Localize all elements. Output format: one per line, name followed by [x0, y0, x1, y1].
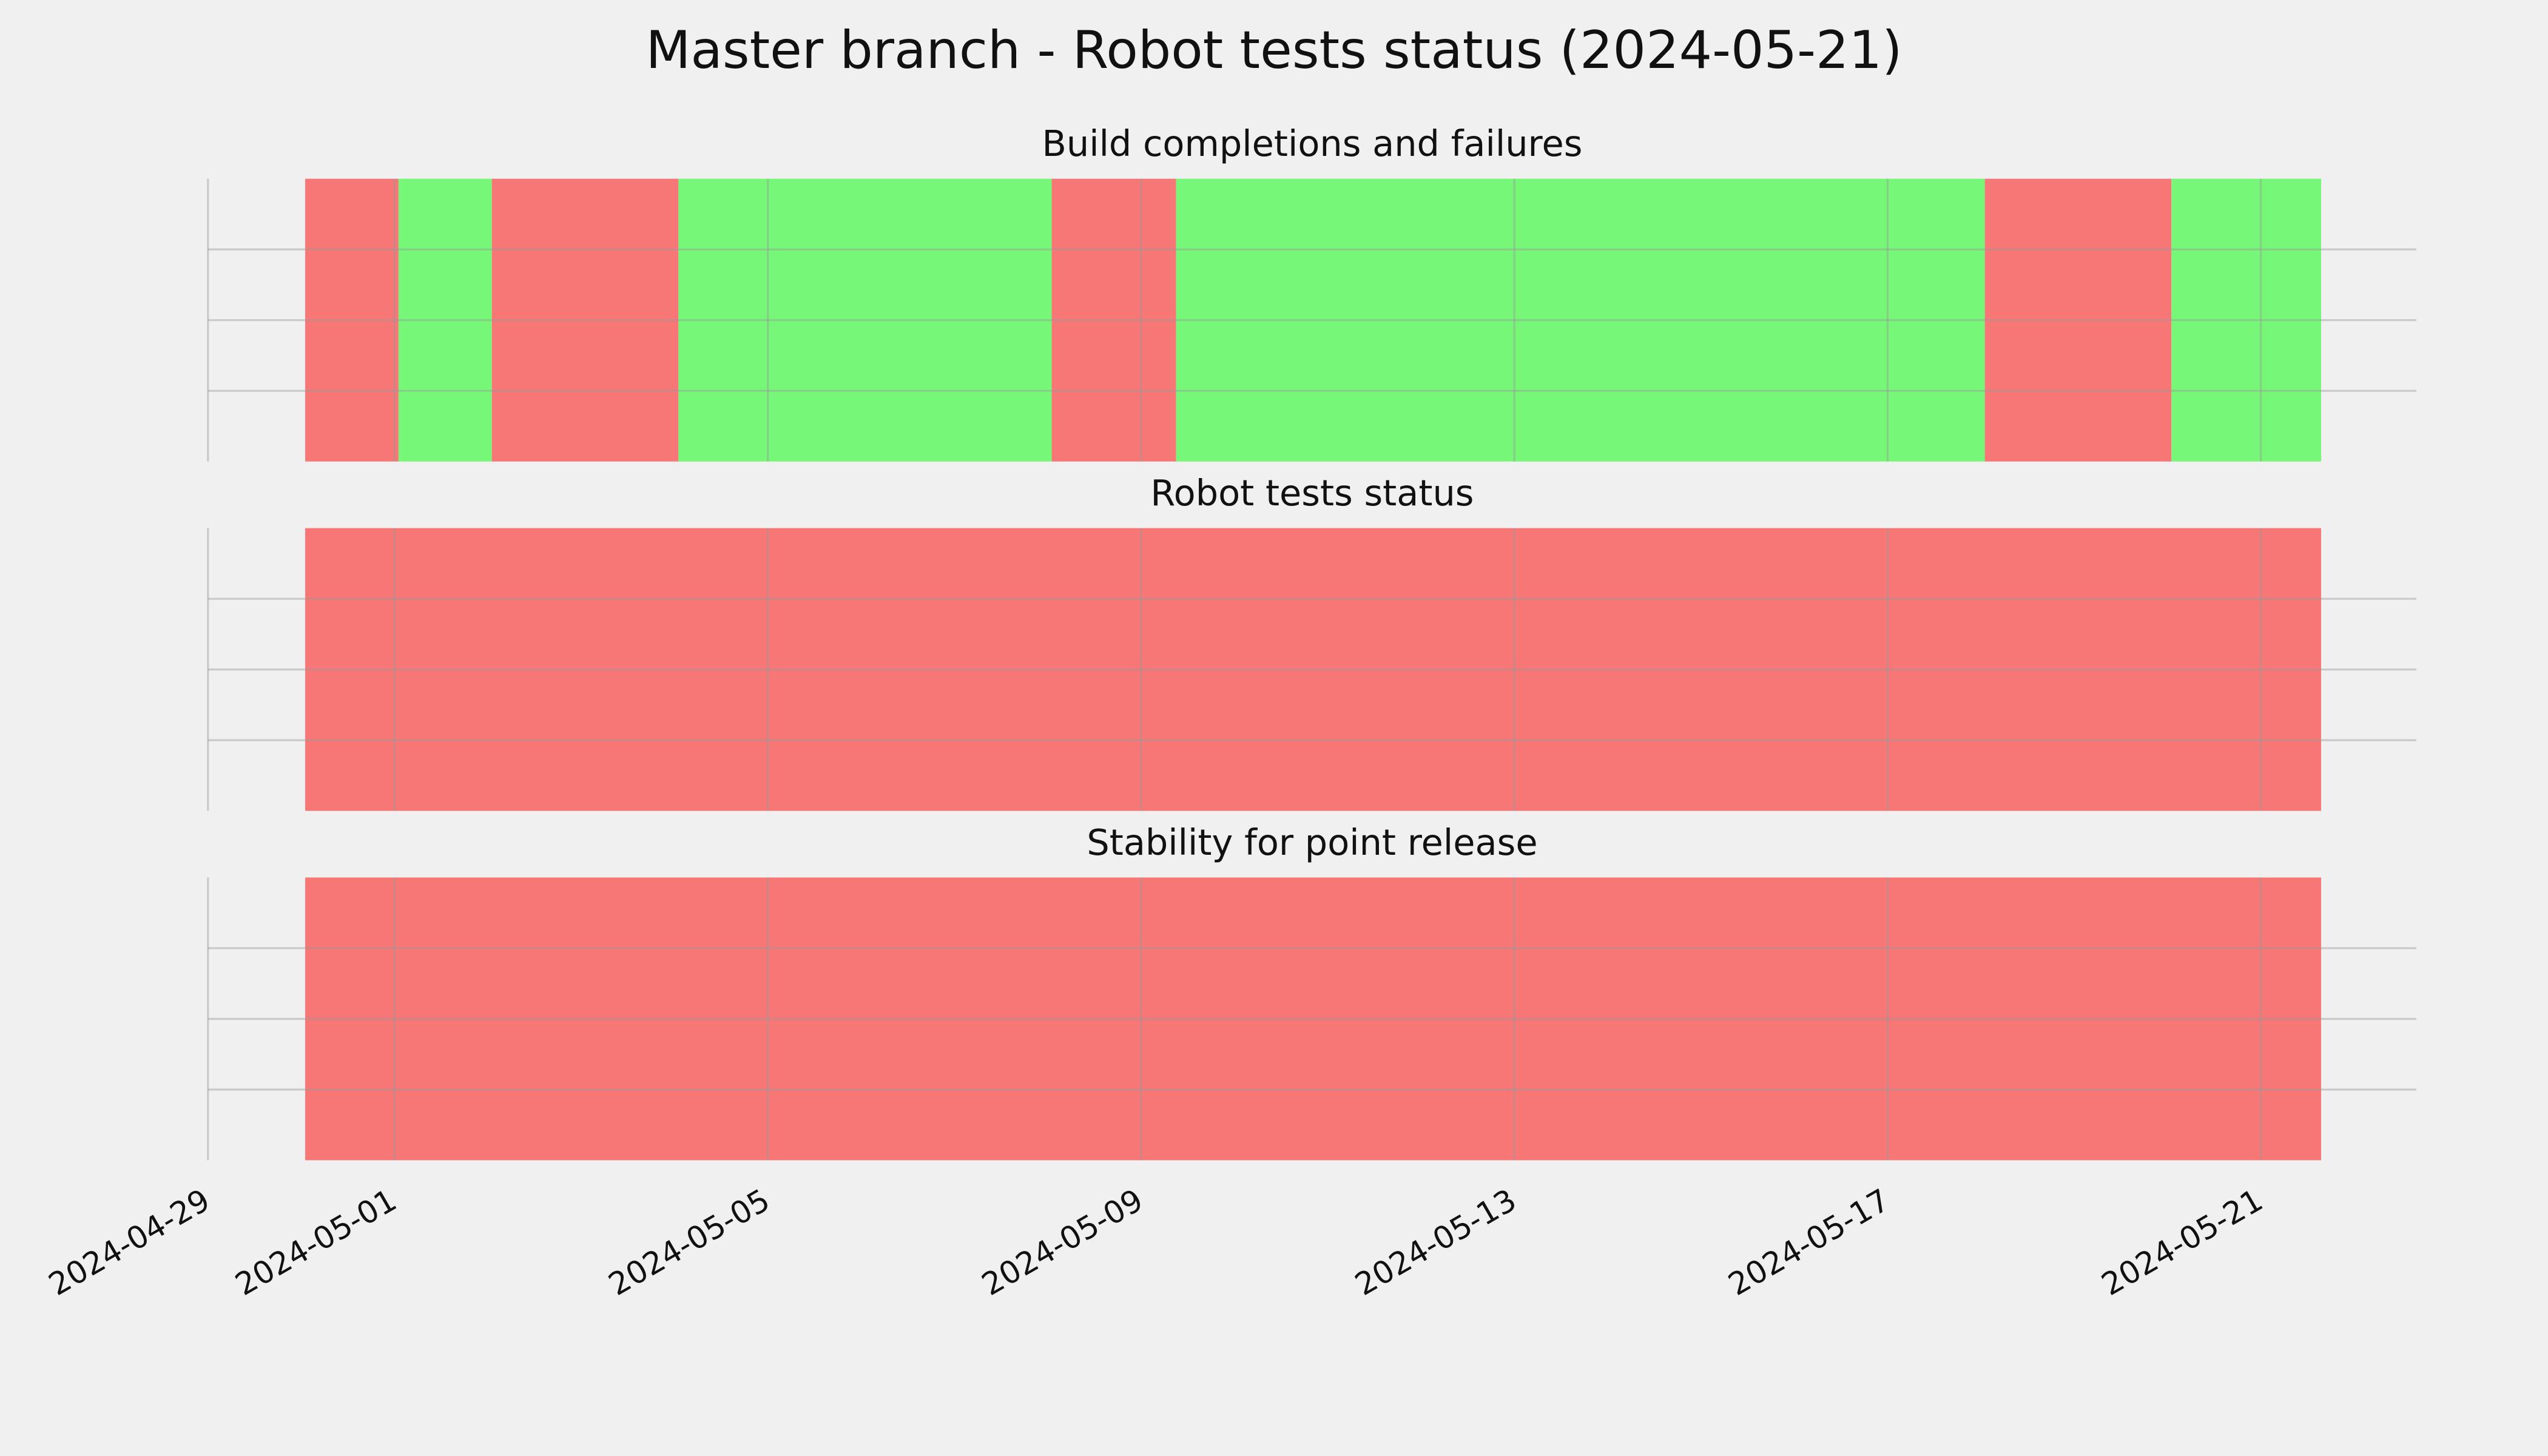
panel-title: Build completions and failures: [1042, 123, 1582, 164]
status-segment: [491, 178, 679, 462]
status-segment: [305, 178, 399, 462]
panel-title: Stability for point release: [1087, 821, 1537, 863]
chart-title: Master branch - Robot tests status (2024…: [645, 20, 1902, 81]
status-segment: [2171, 178, 2322, 462]
status-segment: [305, 877, 2322, 1161]
status-segment: [305, 528, 2322, 811]
panel-title: Robot tests status: [1150, 472, 1474, 514]
status-segment: [1176, 178, 1985, 462]
status-segment: [1984, 178, 2172, 462]
status-segment: [678, 178, 1052, 462]
status-segment: [398, 178, 492, 462]
status-segment: [1051, 178, 1176, 462]
